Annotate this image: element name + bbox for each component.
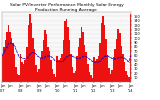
Bar bbox=[58, 60, 60, 82]
Bar bbox=[38, 69, 40, 82]
Bar bbox=[79, 38, 81, 82]
Bar bbox=[66, 19, 67, 82]
Bar bbox=[72, 67, 73, 82]
Bar bbox=[43, 40, 44, 82]
Bar bbox=[3, 47, 5, 82]
Bar bbox=[15, 67, 17, 82]
Bar bbox=[114, 49, 116, 82]
Bar bbox=[104, 25, 105, 82]
Bar bbox=[82, 32, 84, 82]
Bar bbox=[96, 59, 98, 82]
Bar bbox=[111, 70, 113, 82]
Bar bbox=[34, 49, 35, 82]
Bar bbox=[9, 32, 11, 82]
Bar bbox=[6, 32, 8, 82]
Bar bbox=[26, 47, 28, 82]
Bar bbox=[120, 46, 122, 82]
Bar bbox=[12, 43, 14, 82]
Bar bbox=[44, 30, 46, 82]
Bar bbox=[35, 64, 37, 82]
Bar bbox=[63, 40, 64, 82]
Bar bbox=[84, 45, 85, 82]
Bar bbox=[32, 38, 34, 82]
Bar bbox=[46, 34, 47, 82]
Bar bbox=[102, 16, 104, 82]
Bar bbox=[113, 57, 114, 82]
Bar bbox=[20, 54, 21, 82]
Bar bbox=[78, 47, 79, 82]
Bar bbox=[50, 60, 52, 82]
Bar bbox=[98, 56, 99, 82]
Bar bbox=[11, 38, 12, 82]
Bar bbox=[52, 69, 53, 82]
Bar bbox=[61, 54, 63, 82]
Bar bbox=[28, 25, 29, 82]
Bar bbox=[41, 51, 43, 82]
Bar bbox=[87, 64, 88, 82]
Bar bbox=[105, 39, 107, 82]
Bar bbox=[55, 77, 56, 82]
Bar bbox=[95, 61, 96, 82]
Bar bbox=[69, 40, 70, 82]
Bar bbox=[5, 40, 6, 82]
Bar bbox=[92, 78, 93, 82]
Bar bbox=[23, 64, 24, 82]
Bar bbox=[49, 51, 50, 82]
Bar bbox=[37, 72, 38, 82]
Bar bbox=[21, 62, 23, 82]
Bar bbox=[110, 74, 111, 82]
Bar bbox=[127, 75, 128, 82]
Bar bbox=[60, 58, 61, 82]
Bar bbox=[108, 68, 110, 82]
Bar bbox=[40, 58, 41, 82]
Bar bbox=[130, 14, 131, 82]
Bar bbox=[70, 54, 72, 82]
Bar bbox=[8, 25, 9, 82]
Bar bbox=[90, 75, 92, 82]
Bar bbox=[53, 74, 55, 82]
Bar bbox=[122, 54, 124, 82]
Bar bbox=[29, 14, 31, 82]
Bar bbox=[88, 72, 90, 82]
Title: Solar PV/Inverter Performance Monthly Solar Energy Production Running Average: Solar PV/Inverter Performance Monthly So… bbox=[10, 3, 123, 12]
Bar bbox=[107, 55, 108, 82]
Bar bbox=[31, 23, 32, 82]
Bar bbox=[18, 75, 20, 82]
Bar bbox=[75, 71, 76, 82]
Bar bbox=[119, 33, 120, 82]
Bar bbox=[101, 23, 102, 82]
Bar bbox=[67, 27, 69, 82]
Bar bbox=[2, 55, 3, 82]
Bar bbox=[47, 47, 49, 82]
Bar bbox=[93, 57, 95, 82]
Bar bbox=[76, 56, 78, 82]
Bar bbox=[125, 71, 127, 82]
Bar bbox=[116, 39, 117, 82]
Bar bbox=[24, 60, 26, 82]
Bar bbox=[124, 62, 125, 82]
Bar bbox=[14, 54, 15, 82]
Bar bbox=[64, 21, 66, 82]
Bar bbox=[117, 29, 119, 82]
Bar bbox=[81, 27, 82, 82]
Bar bbox=[17, 74, 18, 82]
Bar bbox=[85, 52, 87, 82]
Bar bbox=[128, 77, 130, 82]
Bar bbox=[99, 43, 101, 82]
Bar bbox=[56, 56, 58, 82]
Bar bbox=[73, 73, 75, 82]
